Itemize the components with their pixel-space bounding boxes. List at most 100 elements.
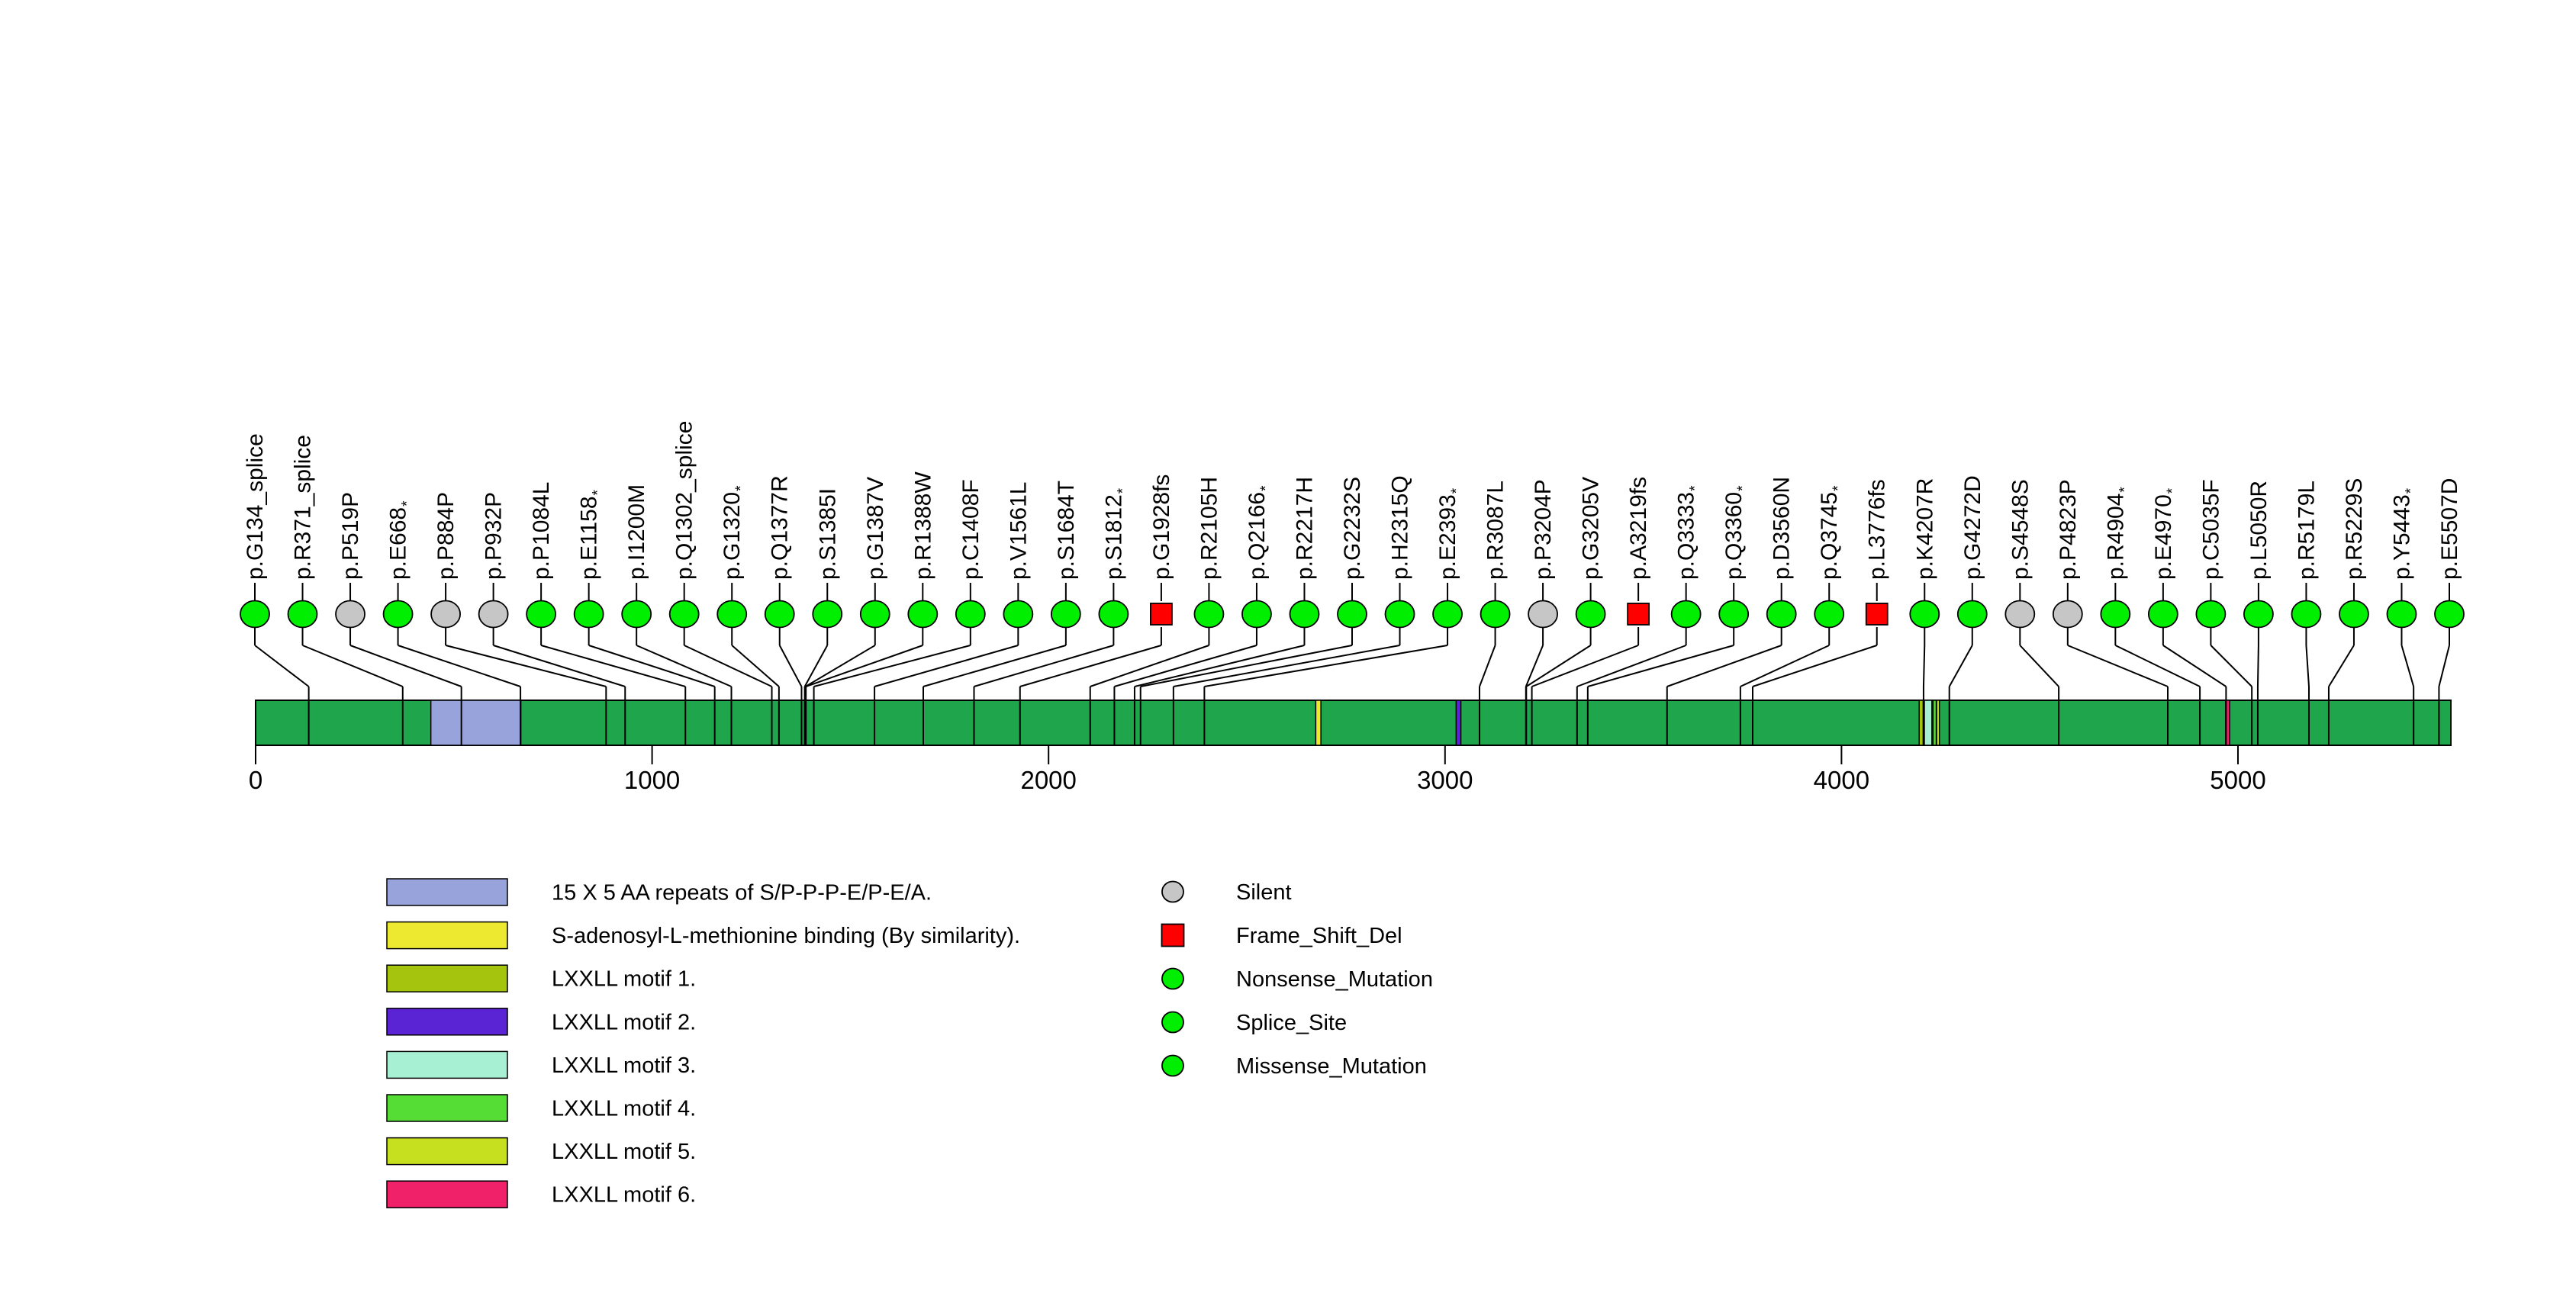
connector-diagonal	[445, 645, 607, 687]
mutation-marker-circle	[1432, 600, 1463, 629]
legend-domain-swatch	[386, 921, 508, 950]
connector-diagonal	[923, 645, 1067, 687]
mutation-marker-circle	[1766, 600, 1797, 629]
mutation-label: p.R2217H	[1292, 477, 1317, 580]
mutation-marker-circle	[335, 600, 365, 629]
mutation-marker-circle	[2386, 600, 2417, 629]
connector-diagonal	[2328, 645, 2355, 687]
mutation-label: p.Q3333*	[1674, 485, 1704, 580]
mutation-label: p.A3219fs	[1626, 477, 1651, 580]
mutation-marker-circle	[287, 600, 318, 629]
mutation-markers	[240, 600, 2465, 629]
mutation-marker-circle	[478, 600, 509, 629]
legend-domain-swatch	[386, 1094, 508, 1122]
connector-diagonal	[2067, 645, 2169, 687]
mutation-label: p.G134_splice	[243, 433, 268, 580]
legend-mutation-label: Splice_Site	[1236, 1011, 1347, 1035]
connector-diagonal	[1666, 645, 1782, 687]
mutation-label: p.G1928fs	[1149, 474, 1174, 580]
mutation-label: p.Q1377R	[768, 475, 793, 580]
mutation-label: p.L3776fs	[1865, 479, 1890, 580]
connector-diagonal	[398, 645, 521, 687]
connector-diagonal	[2162, 645, 2227, 687]
connector-diagonal	[1531, 645, 1639, 687]
mutation-marker-circle	[1814, 600, 1845, 629]
connector-diagonal	[1740, 645, 1830, 687]
mutation-label: p.V1561L	[1006, 482, 1031, 580]
mutation-marker-circle	[1575, 600, 1606, 629]
mutation-marker-circle	[1718, 600, 1750, 629]
mutation-label: p.G2232S	[1340, 477, 1365, 580]
connector-diagonal	[778, 645, 803, 687]
mutation-label: p.P1084L	[529, 482, 554, 580]
legend-mutation-label: Silent	[1236, 880, 1292, 905]
mutation-label: p.L5050R	[2246, 481, 2272, 580]
mutation-marker-circle	[2195, 600, 2227, 629]
legend-domain-swatch	[386, 878, 508, 906]
mutation-marker-circle	[1480, 600, 1511, 629]
mutation-label: p.G1387V	[863, 477, 888, 580]
mutation-marker-circle	[668, 600, 700, 629]
connector-diagonal	[588, 645, 716, 687]
legend-mutation-label: Nonsense_Mutation	[1236, 967, 1433, 992]
connector-diagonal	[974, 645, 1114, 687]
mutation-marker-circle	[1909, 600, 1940, 629]
mutation-marker-circle	[907, 600, 939, 629]
axis-tick-label: 1000	[624, 766, 680, 794]
mutation-marker-square	[1150, 603, 1173, 626]
mutation-marker-circle	[955, 600, 986, 629]
mutation-label: p.R4904*	[2103, 487, 2133, 580]
mutation-label: p.E2393*	[1435, 487, 1465, 580]
legend-mutation-marker-square	[1161, 923, 1185, 947]
mutation-marker-square	[1865, 603, 1889, 626]
connector-diagonal	[1140, 645, 1353, 687]
mutation-marker-circle	[2100, 600, 2131, 629]
legend-mutation-label: Frame_Shift_Del	[1236, 924, 1402, 948]
mutation-marker-circle	[1289, 600, 1320, 629]
legend-domain-swatch	[386, 964, 508, 992]
connector-diagonal	[2210, 645, 2252, 687]
connector-diagonal	[1019, 645, 1162, 687]
legend-domain-label: LXXLL motif 2.	[552, 1010, 696, 1034]
domain-lxxll-motif-5	[1936, 700, 1940, 746]
connector-diagonal	[1204, 645, 1448, 687]
mutation-marker-circle	[1528, 600, 1558, 629]
legend-domain-swatch	[386, 1008, 508, 1036]
mutation-label: p.Y5443*	[2389, 487, 2419, 580]
mutation-marker-circle	[430, 600, 461, 629]
mutation-marker-circle	[1098, 600, 1129, 629]
connector-diagonal	[2438, 645, 2450, 687]
connector-diagonal	[803, 645, 829, 687]
mutation-label: p.Q1302_splice	[672, 421, 697, 580]
mutation-label: p.G1320*	[720, 485, 749, 580]
mutation-label: p.C1408F	[958, 479, 984, 580]
mutation-label: p.H2315Q	[1388, 475, 1413, 580]
mutation-label: p.C5035F	[2198, 479, 2223, 580]
mutation-label: p.P3204P	[1531, 479, 1556, 580]
mutation-marker-circle	[1050, 600, 1081, 629]
mutation-marker-circle	[1384, 600, 1415, 629]
mutation-label: p.P4823P	[2056, 479, 2081, 580]
connector-diagonal	[874, 645, 1019, 687]
mutation-marker-circle	[2052, 600, 2083, 629]
mutation-marker-circle	[526, 600, 557, 629]
mutation-label: p.R371_splice	[291, 435, 316, 580]
mutation-marker-circle	[2434, 600, 2465, 629]
mutation-label: p.E668*	[386, 500, 416, 580]
domain-lxxll-motif-2	[1455, 700, 1462, 746]
legend-domain-label: LXXLL motif 5.	[552, 1140, 696, 1164]
connector-diagonal	[2305, 645, 2310, 687]
axis-tick-label: 5000	[2210, 766, 2265, 794]
legend-mutation-marker-circle	[1161, 880, 1184, 903]
connector-diagonal	[636, 645, 732, 687]
mutation-label: p.G3205V	[1579, 477, 1604, 580]
mutation-marker-circle	[2004, 600, 2036, 629]
mutation-marker-circle	[2243, 600, 2274, 629]
legend-domains: 15 X 5 AA repeats of S/P-P-P-E/P-E/A. S-a…	[386, 878, 1020, 1208]
mutation-label: p.I1200M	[624, 484, 649, 580]
domain-lxxll-motif-1	[1918, 700, 1924, 746]
mutation-label: p.R1388W	[910, 471, 935, 580]
axis-tick-label: 3000	[1417, 766, 1473, 794]
connector-diagonal	[254, 645, 310, 687]
